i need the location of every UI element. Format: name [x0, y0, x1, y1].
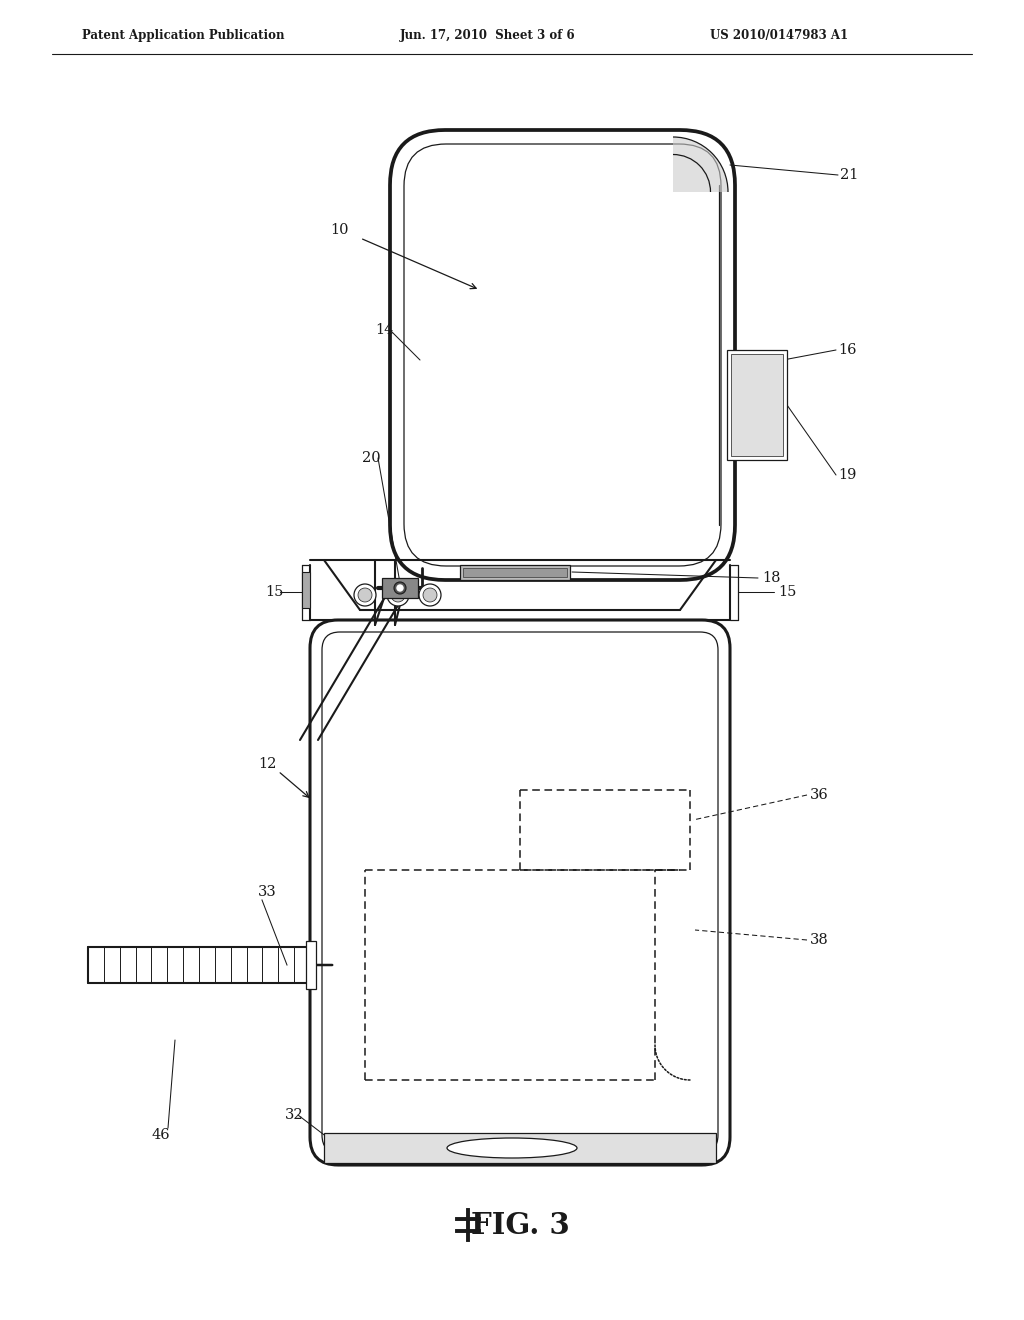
Bar — [463, 568, 567, 577]
Text: 36: 36 — [810, 788, 828, 803]
Bar — [727, 350, 787, 459]
Text: US 2010/0147983 A1: US 2010/0147983 A1 — [710, 29, 848, 42]
Text: 15: 15 — [778, 585, 797, 599]
Text: 14: 14 — [375, 323, 393, 337]
Circle shape — [387, 583, 409, 606]
Circle shape — [397, 585, 403, 591]
Ellipse shape — [447, 1138, 577, 1158]
Circle shape — [358, 587, 372, 602]
Bar — [302, 572, 310, 609]
Text: Patent Application Publication: Patent Application Publication — [82, 29, 285, 42]
Text: 12: 12 — [258, 756, 276, 771]
FancyBboxPatch shape — [310, 620, 730, 1166]
Bar — [306, 941, 316, 989]
Circle shape — [423, 587, 437, 602]
Bar — [382, 578, 418, 598]
Text: 33: 33 — [258, 884, 276, 899]
Text: FIG. 3: FIG. 3 — [471, 1210, 569, 1239]
Text: Jun. 17, 2010  Sheet 3 of 6: Jun. 17, 2010 Sheet 3 of 6 — [400, 29, 575, 42]
Text: 18: 18 — [762, 572, 780, 585]
Wedge shape — [673, 137, 728, 191]
Text: 32: 32 — [285, 1107, 304, 1122]
Bar — [324, 1133, 716, 1163]
Bar — [460, 565, 570, 579]
Text: 38: 38 — [810, 933, 828, 946]
Circle shape — [394, 582, 406, 594]
Text: 20: 20 — [362, 451, 381, 465]
Bar — [731, 354, 783, 455]
Text: 15: 15 — [265, 585, 284, 599]
Text: 10: 10 — [330, 223, 348, 238]
Circle shape — [419, 583, 441, 606]
Circle shape — [391, 587, 406, 602]
Text: 19: 19 — [838, 469, 856, 482]
Text: 46: 46 — [152, 1129, 171, 1142]
Circle shape — [354, 583, 376, 606]
Text: 21: 21 — [840, 168, 858, 182]
Text: 16: 16 — [838, 343, 856, 356]
